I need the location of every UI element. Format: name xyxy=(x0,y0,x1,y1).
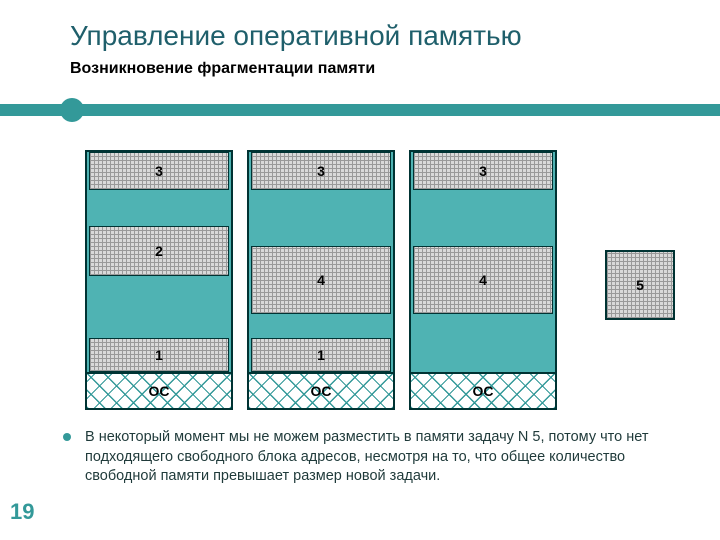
slide-subtitle: Возникновение фрагментации памяти xyxy=(70,60,375,78)
os-segment: ОС xyxy=(249,372,393,408)
os-segment: ОС xyxy=(411,372,555,408)
memory-diagram: 321ОС341ОС34ОС5 xyxy=(85,150,685,410)
accent-line xyxy=(0,104,720,116)
bullet-text: В некоторый момент мы не можем разместит… xyxy=(85,428,675,487)
task-segment: 2 xyxy=(89,226,229,276)
free-segment xyxy=(249,314,393,338)
free-segment xyxy=(87,276,231,338)
free-segment xyxy=(411,314,555,372)
memory-column: 3 2 1ОС xyxy=(85,150,233,410)
bullet-icon xyxy=(63,433,71,441)
task5-box: 5 xyxy=(605,250,675,320)
task-segment: 3 xyxy=(413,152,553,190)
free-segment xyxy=(249,190,393,246)
task-segment: 1 xyxy=(251,338,391,372)
task-segment: 4 xyxy=(251,246,391,314)
task-segment: 4 xyxy=(413,246,553,314)
free-segment xyxy=(87,190,231,226)
memory-column: 3 4 ОС xyxy=(409,150,557,410)
task-segment: 3 xyxy=(251,152,391,190)
os-segment: ОС xyxy=(87,372,231,408)
slide-title: Управление оперативной памятью xyxy=(70,20,522,52)
memory-column: 3 4 1ОС xyxy=(247,150,395,410)
page-number: 19 xyxy=(10,499,34,525)
bullet-content: В некоторый момент мы не можем разместит… xyxy=(85,429,648,484)
task-segment: 1 xyxy=(89,338,229,372)
accent-dot xyxy=(60,98,84,122)
task-segment: 3 xyxy=(89,152,229,190)
free-segment xyxy=(411,190,555,246)
